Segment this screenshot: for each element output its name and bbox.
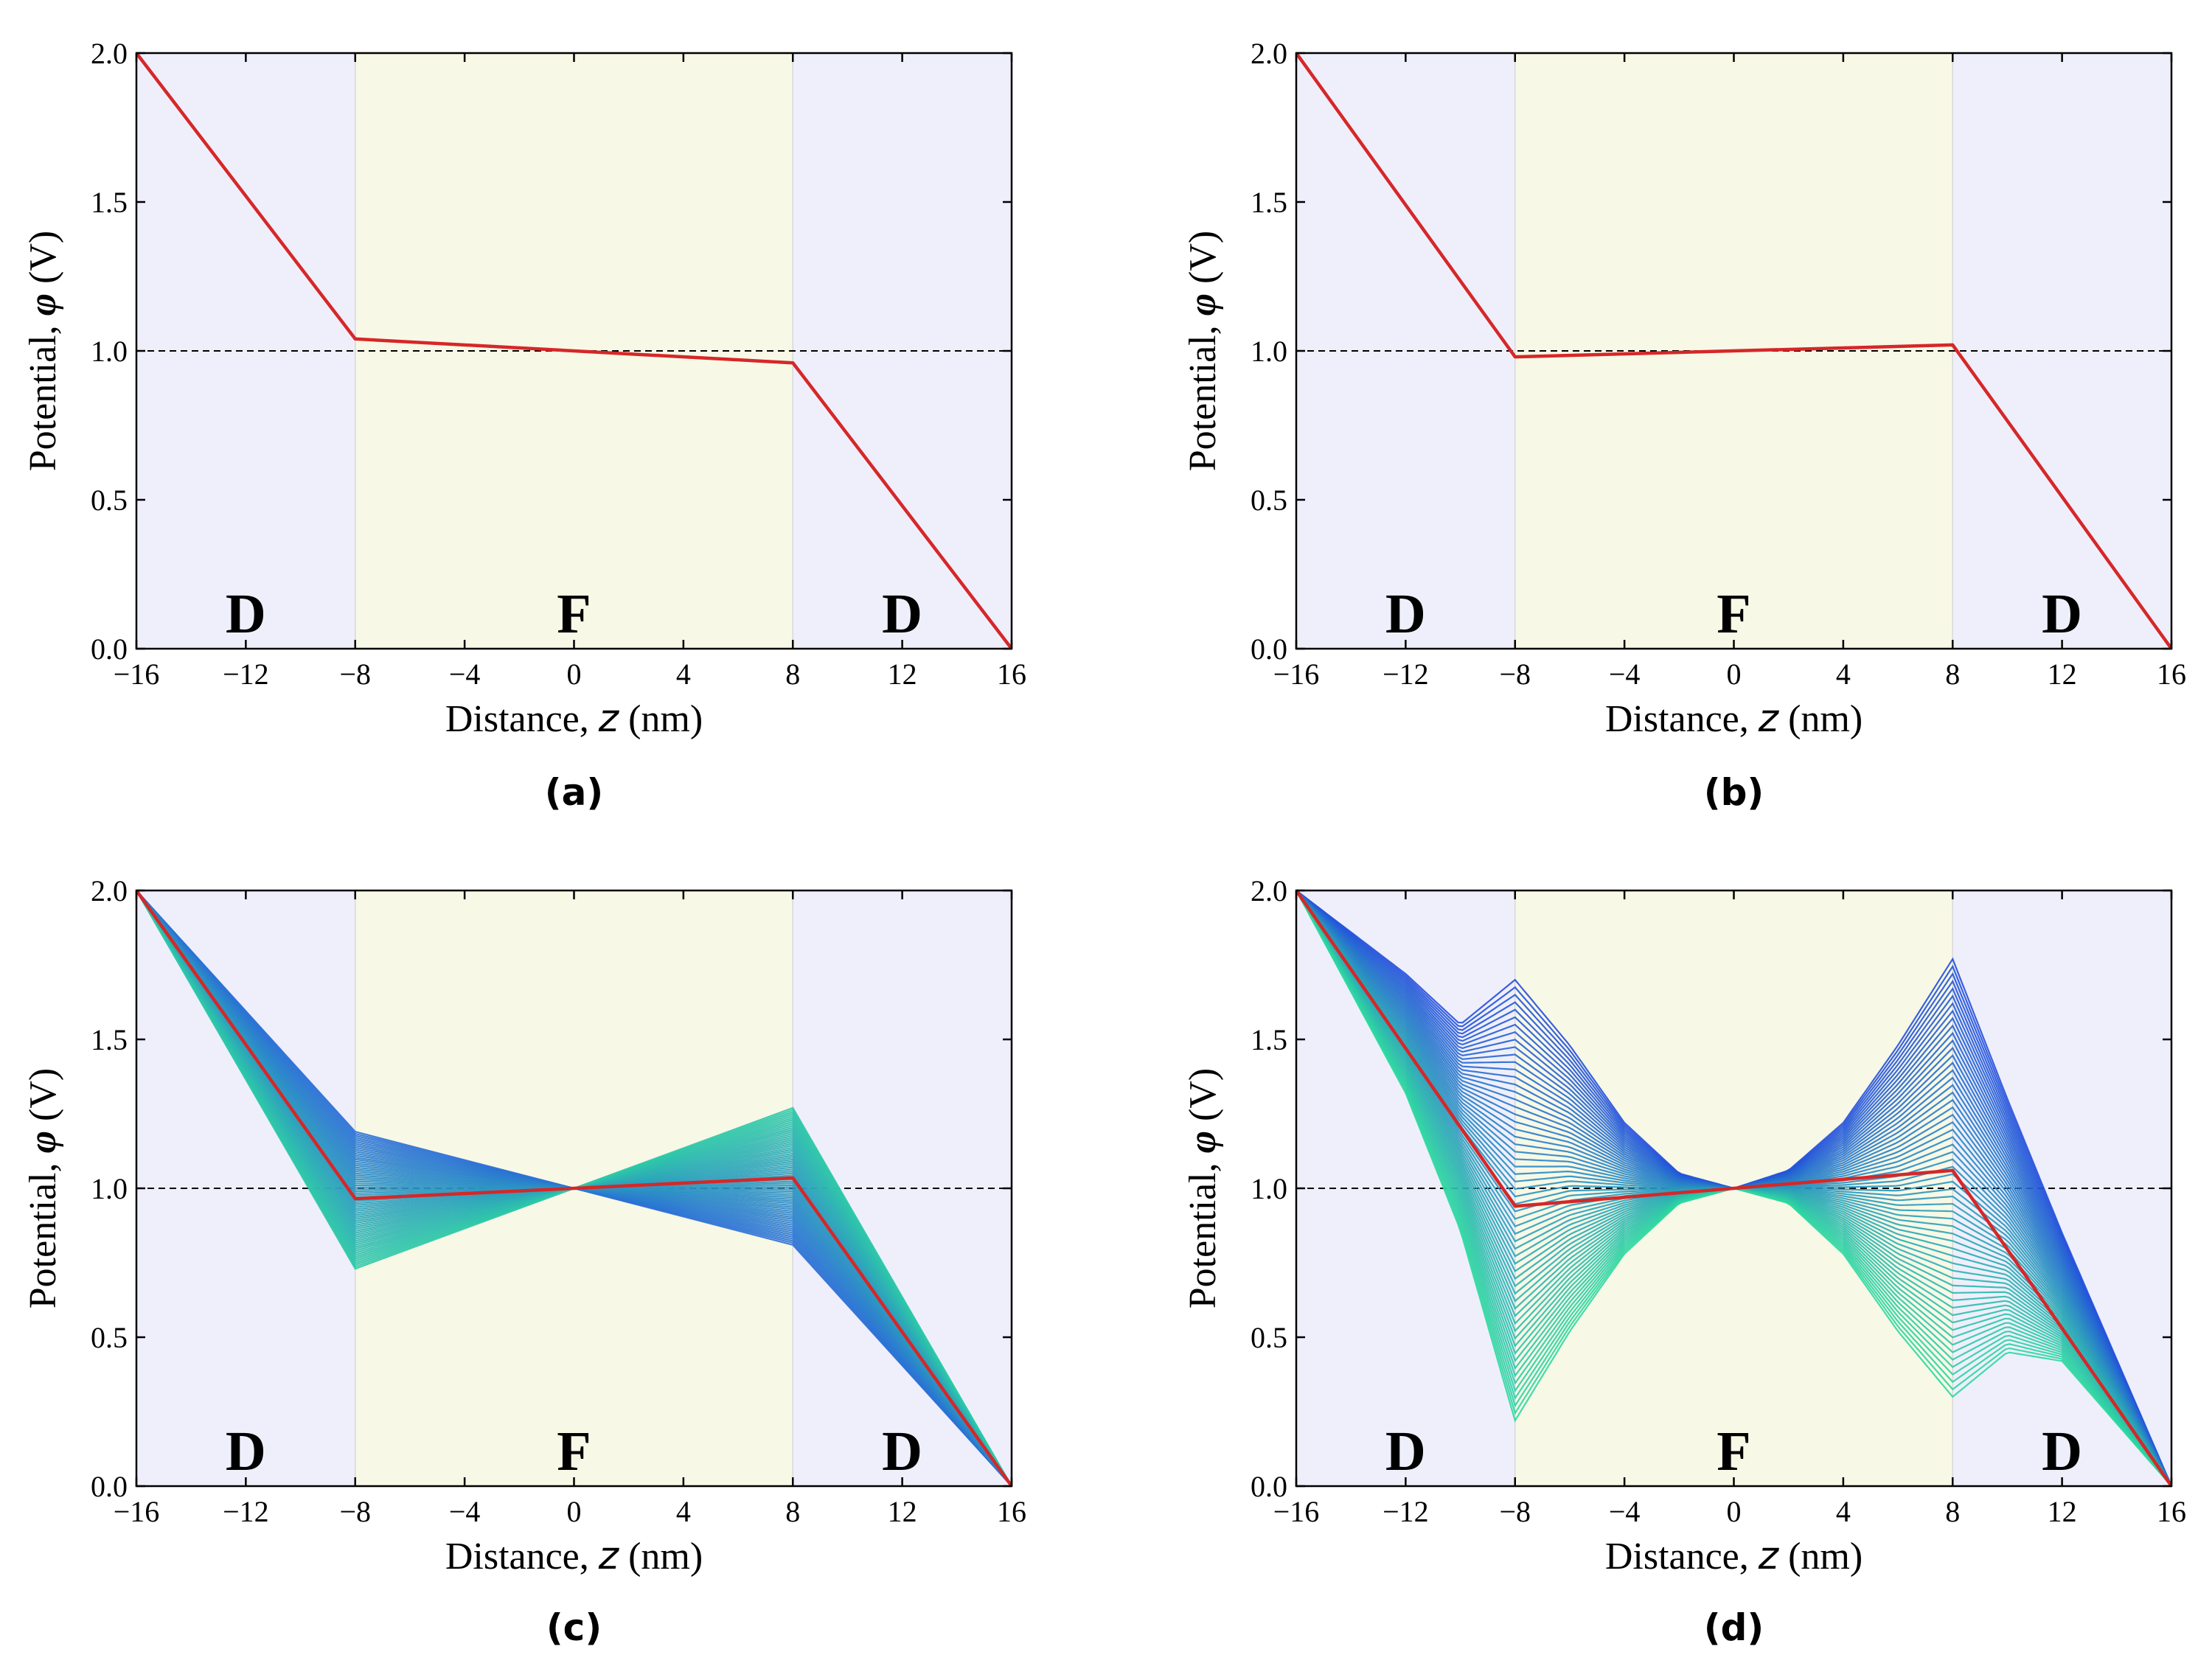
panel1-ytick-label-1: 0.5 <box>91 484 128 517</box>
panel4-caption: (d) <box>1704 1606 1764 1649</box>
panel4-ytick-label-0: 0.0 <box>1251 1470 1287 1503</box>
panel1-region-label-0: D <box>226 583 266 645</box>
panel2-xtick-label-3: −4 <box>1609 658 1641 691</box>
panel2: −16 −12 −8 −4 0 4 8 12 16 0.0 0.5 1.0 1.5 2.0 D F D Dista… <box>1182 37 2186 814</box>
panel1-xtick-label-0: −16 <box>114 658 160 691</box>
panel4-ytick-label-1: 0.5 <box>1251 1321 1287 1354</box>
panel4-xtick-label-2: −8 <box>1499 1495 1531 1528</box>
panel3-ytick-label-2: 1.0 <box>91 1172 128 1205</box>
panel3: −16 −12 −8 −4 0 4 8 12 16 0.0 0.5 1.0 1.5 2.0 D F D Dista… <box>22 874 1026 1649</box>
panel1: −16 −12 −8 −4 0 4 8 12 16 0.0 0.5 1.0 1.5 2.0 D F D Dista… <box>22 37 1026 814</box>
panel1-xtick-label-5: 4 <box>676 658 691 691</box>
panel4-xlabel: Distance, z (nm) <box>1605 1534 1863 1578</box>
panel2-ytick-label-2: 1.0 <box>1251 335 1287 368</box>
panel4-ytick-label-2: 1.0 <box>1251 1172 1287 1205</box>
panel2-ytick-label-1: 0.5 <box>1251 484 1287 517</box>
panel2-xtick-label-5: 4 <box>1836 658 1851 691</box>
panel1-xtick-label-2: −8 <box>339 658 371 691</box>
panel1-ytick-label-0: 0.0 <box>91 632 128 666</box>
panel2-series-potential <box>1296 53 2171 649</box>
panel4-xtick-label-8: 16 <box>2157 1495 2186 1528</box>
panel3-ylabel: Potential, φ (V) <box>22 1068 64 1308</box>
panel1-ytick-label-3: 1.5 <box>91 186 128 219</box>
panel1-region-label-2: D <box>882 583 922 645</box>
panel1-xtick-label-7: 12 <box>888 658 917 691</box>
panel4-xtick-label-5: 4 <box>1836 1495 1851 1528</box>
panel2-region-label-2: D <box>2042 583 2082 645</box>
panel4-region-label-1: F <box>1717 1421 1750 1482</box>
panel3-xtick-label-8: 16 <box>997 1495 1026 1528</box>
panel4-xtick-label-7: 12 <box>2048 1495 2077 1528</box>
panel1-region-0-bg <box>136 53 355 649</box>
panel4-xtick-label-1: −12 <box>1383 1495 1429 1528</box>
panel2-ylabel: Potential, φ (V) <box>1182 231 1224 471</box>
panel1-ytick-label-4: 2.0 <box>91 37 128 70</box>
panel4-xtick-label-4: 0 <box>1727 1495 1742 1528</box>
panel2-region-label-0: D <box>1385 583 1426 645</box>
panel4-region-label-2: D <box>2042 1421 2082 1482</box>
panel1-region-label-1: F <box>557 583 591 645</box>
panel3-ytick-label-3: 1.5 <box>91 1023 128 1056</box>
panel2-caption: (b) <box>1704 771 1764 814</box>
panel3-xlabel: Distance, z (nm) <box>445 1534 703 1578</box>
panel3-region-label-1: F <box>557 1421 591 1482</box>
panel3-ytick-label-0: 0.0 <box>91 1470 128 1503</box>
panel3-region-label-0: D <box>226 1421 266 1482</box>
panel3-xtick-label-0: −16 <box>114 1495 160 1528</box>
panel1-xlabel: Distance, z (nm) <box>445 697 703 741</box>
panel2-ytick-label-0: 0.0 <box>1251 632 1287 666</box>
panel2-xtick-label-7: 12 <box>2048 658 2077 691</box>
panel3-ytick-label-4: 2.0 <box>91 874 128 907</box>
panel1-series-potential <box>136 53 1012 649</box>
panel1-xtick-label-6: 8 <box>785 658 800 691</box>
panel3-xtick-label-1: −12 <box>223 1495 269 1528</box>
panel4-xtick-label-0: −16 <box>1273 1495 1320 1528</box>
panel1-ylabel: Potential, φ (V) <box>22 231 64 471</box>
panel4-series-potential <box>1296 890 2171 1486</box>
panel4-xtick-label-3: −4 <box>1609 1495 1641 1528</box>
panel3-xtick-label-3: −4 <box>449 1495 481 1528</box>
panel1-xtick-label-8: 16 <box>997 658 1026 691</box>
panel2-xtick-label-6: 8 <box>1945 658 1960 691</box>
panel4-ytick-label-3: 1.5 <box>1251 1023 1287 1056</box>
panel3-ytick-label-1: 0.5 <box>91 1321 128 1354</box>
panel1-xtick-label-3: −4 <box>449 658 481 691</box>
panel2-ytick-label-3: 1.5 <box>1251 186 1287 219</box>
panel3-caption: (c) <box>546 1606 602 1649</box>
panel3-series-potential <box>136 890 1012 1486</box>
panel1-xtick-label-1: −12 <box>223 658 269 691</box>
panel3-xtick-label-4: 0 <box>567 1495 582 1528</box>
panel2-region-0-bg <box>1296 53 1515 649</box>
panel3-xtick-label-2: −8 <box>339 1495 371 1528</box>
panel2-ytick-label-4: 2.0 <box>1251 37 1287 70</box>
panel2-xtick-label-0: −16 <box>1273 658 1320 691</box>
panel1-ytick-label-2: 1.0 <box>91 335 128 368</box>
panel2-xtick-label-2: −8 <box>1499 658 1531 691</box>
panel4-ylabel: Potential, φ (V) <box>1182 1068 1224 1308</box>
panel4-ytick-label-4: 2.0 <box>1251 874 1287 907</box>
panel3-xtick-label-5: 4 <box>676 1495 691 1528</box>
panel3-xtick-label-7: 12 <box>888 1495 917 1528</box>
panel4-region-label-0: D <box>1385 1421 1426 1482</box>
panel2-xlabel: Distance, z (nm) <box>1605 697 1863 741</box>
panel3-region-label-2: D <box>882 1421 922 1482</box>
panel4-xtick-label-6: 8 <box>1945 1495 1960 1528</box>
panel2-xtick-label-1: −12 <box>1383 658 1429 691</box>
panel2-xtick-label-8: 16 <box>2157 658 2186 691</box>
panel1-caption: (a) <box>545 771 603 814</box>
panel1-xtick-label-4: 0 <box>567 658 582 691</box>
panel4: −16 −12 −8 −4 0 4 8 12 16 0.0 0.5 1.0 1.5 2.0 D F D Dista… <box>1182 874 2186 1649</box>
panel2-xtick-label-4: 0 <box>1727 658 1742 691</box>
panel2-region-label-1: F <box>1717 583 1750 645</box>
panel3-xtick-label-6: 8 <box>785 1495 800 1528</box>
